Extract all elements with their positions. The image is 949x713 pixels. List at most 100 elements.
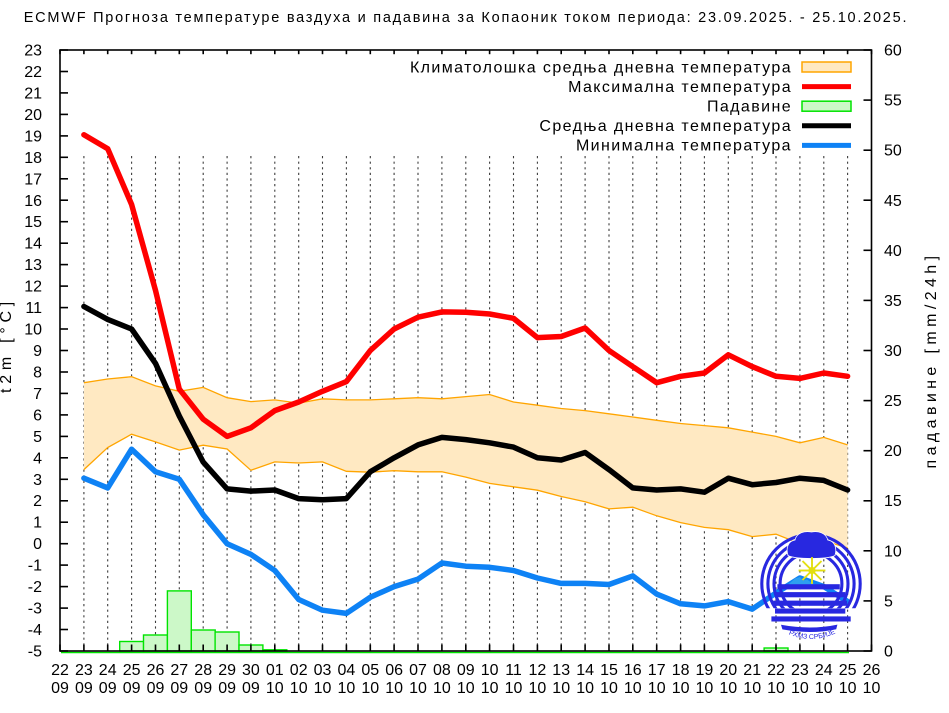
svg-text:20: 20	[719, 662, 737, 679]
svg-text:10: 10	[385, 680, 403, 697]
svg-text:10: 10	[743, 680, 761, 697]
svg-text:35: 35	[884, 293, 902, 310]
svg-text:09: 09	[147, 680, 165, 697]
svg-text:18: 18	[672, 662, 690, 679]
svg-text:10: 10	[24, 322, 42, 339]
svg-text:30: 30	[242, 662, 260, 679]
svg-text:03: 03	[314, 662, 332, 679]
svg-text:t2m [°C]: t2m [°C]	[0, 297, 15, 393]
svg-text:Минимална температура: Минимална температура	[576, 138, 792, 155]
svg-text:10: 10	[481, 680, 499, 697]
svg-text:28: 28	[194, 662, 212, 679]
svg-text:13: 13	[552, 662, 570, 679]
svg-text:10: 10	[481, 662, 499, 679]
svg-text:Максимална температура: Максимална температура	[568, 79, 792, 96]
svg-text:10: 10	[338, 680, 356, 697]
svg-text:06: 06	[385, 662, 403, 679]
svg-text:12: 12	[24, 279, 42, 296]
svg-text:10: 10	[552, 680, 570, 697]
svg-text:16: 16	[624, 662, 642, 679]
svg-text:7: 7	[33, 386, 42, 403]
svg-text:02: 02	[290, 662, 308, 679]
svg-text:19: 19	[696, 662, 714, 679]
svg-text:падавине [mm/24h]: падавине [mm/24h]	[923, 252, 940, 469]
svg-text:60: 60	[884, 43, 902, 60]
svg-text:22: 22	[51, 662, 69, 679]
svg-text:21: 21	[24, 85, 42, 102]
svg-text:10: 10	[791, 680, 809, 697]
svg-text:09: 09	[51, 680, 69, 697]
svg-text:10: 10	[361, 680, 379, 697]
svg-text:2: 2	[33, 493, 42, 510]
svg-text:11: 11	[25, 300, 42, 317]
svg-text:10: 10	[457, 680, 475, 697]
svg-text:-4: -4	[28, 622, 42, 639]
svg-text:09: 09	[99, 680, 117, 697]
svg-text:09: 09	[75, 680, 93, 697]
svg-text:05: 05	[361, 662, 379, 679]
svg-text:09: 09	[170, 680, 188, 697]
svg-text:10: 10	[266, 680, 284, 697]
svg-text:14: 14	[576, 662, 594, 679]
svg-text:01: 01	[266, 662, 284, 679]
svg-text:40: 40	[884, 243, 902, 260]
svg-text:18: 18	[24, 150, 42, 167]
svg-text:08: 08	[433, 662, 451, 679]
svg-text:8: 8	[33, 365, 42, 382]
svg-text:ECMWF Прогноза температуре ваз: ECMWF Прогноза температуре ваздуха и пад…	[24, 10, 909, 26]
svg-text:10: 10	[290, 680, 308, 697]
svg-text:24: 24	[99, 662, 117, 679]
svg-text:10: 10	[648, 680, 666, 697]
svg-text:10: 10	[719, 680, 737, 697]
svg-text:24: 24	[815, 662, 833, 679]
svg-text:13: 13	[24, 257, 42, 274]
svg-text:14: 14	[24, 236, 42, 253]
svg-text:17: 17	[648, 662, 666, 679]
svg-text:10: 10	[863, 680, 881, 697]
svg-text:10: 10	[696, 680, 714, 697]
svg-text:10: 10	[624, 680, 642, 697]
svg-text:Климатолошка средња дневна тем: Климатолошка средња дневна температура	[410, 59, 792, 76]
svg-text:19: 19	[24, 128, 42, 145]
svg-text:23: 23	[24, 43, 42, 60]
svg-text:15: 15	[24, 214, 42, 231]
svg-text:10: 10	[505, 680, 523, 697]
svg-text:25: 25	[884, 393, 902, 410]
svg-text:09: 09	[218, 680, 236, 697]
svg-text:-2: -2	[28, 579, 42, 596]
svg-text:10: 10	[529, 680, 547, 697]
svg-text:10: 10	[884, 543, 902, 560]
svg-text:Средња дневна температура: Средња дневна температура	[539, 118, 792, 135]
svg-text:55: 55	[884, 93, 902, 110]
svg-text:10: 10	[314, 680, 332, 697]
svg-text:21: 21	[743, 662, 761, 679]
svg-text:10: 10	[409, 680, 427, 697]
svg-text:23: 23	[75, 662, 93, 679]
svg-text:10: 10	[433, 680, 451, 697]
svg-text:0: 0	[884, 644, 893, 661]
svg-text:-5: -5	[28, 644, 42, 661]
svg-text:45: 45	[884, 193, 902, 210]
svg-text:1: 1	[33, 515, 42, 532]
svg-text:27: 27	[170, 662, 188, 679]
svg-text:9: 9	[33, 343, 42, 360]
svg-text:20: 20	[884, 443, 902, 460]
svg-text:25: 25	[839, 662, 857, 679]
svg-text:23: 23	[791, 662, 809, 679]
svg-text:10: 10	[839, 680, 857, 697]
svg-text:-3: -3	[28, 601, 42, 618]
svg-text:16: 16	[24, 193, 42, 210]
svg-text:22: 22	[767, 662, 785, 679]
svg-text:Падавине: Падавине	[707, 99, 792, 116]
svg-text:09: 09	[123, 680, 141, 697]
svg-text:4: 4	[33, 450, 42, 467]
svg-text:15: 15	[884, 493, 902, 510]
svg-text:10: 10	[815, 680, 833, 697]
svg-text:10: 10	[600, 680, 618, 697]
svg-text:12: 12	[529, 662, 547, 679]
svg-text:07: 07	[409, 662, 427, 679]
svg-text:09: 09	[194, 680, 212, 697]
svg-text:17: 17	[24, 171, 42, 188]
svg-text:15: 15	[600, 662, 618, 679]
svg-text:50: 50	[884, 143, 902, 160]
